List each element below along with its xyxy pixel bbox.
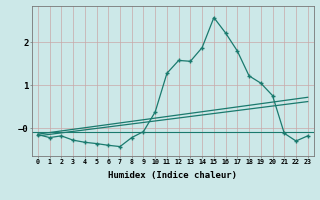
X-axis label: Humidex (Indice chaleur): Humidex (Indice chaleur) <box>108 171 237 180</box>
